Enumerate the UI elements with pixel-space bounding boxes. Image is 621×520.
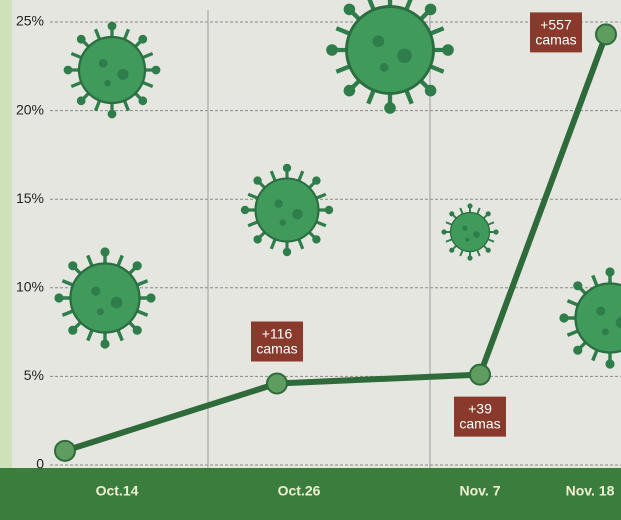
annotation-label: +116 camas (256, 325, 297, 356)
virus-icon (239, 162, 335, 258)
virus-icon (61, 19, 163, 121)
annotation-box (251, 321, 303, 362)
left-strip (0, 0, 12, 470)
annotation-line: camas (256, 340, 297, 356)
annotation-label: +557 camas (535, 16, 576, 47)
x-tick-label: Nov. 18 (566, 483, 615, 499)
virus-icon (52, 245, 158, 351)
y-tick-label: 15% (16, 190, 44, 206)
y-tick-label: 20% (16, 101, 44, 117)
data-point (469, 363, 491, 386)
annotation-box (454, 396, 506, 437)
y-tick-label: 5% (24, 367, 44, 383)
annotation-line: +39 (468, 400, 492, 416)
data-line (64, 33, 609, 454)
annotation-line: +557 (540, 16, 572, 32)
data-point (266, 372, 288, 395)
annotation-box (530, 12, 582, 53)
data-point (595, 23, 617, 46)
annotation-label: +39 camas (459, 400, 500, 431)
y-tick-label: 0 (36, 456, 44, 472)
x-tick-label: Oct.14 (96, 483, 139, 499)
category-band (0, 468, 621, 520)
y-tick-label: 10% (16, 279, 44, 295)
x-tick-label: Oct.26 (278, 483, 321, 499)
data-point (54, 439, 76, 462)
annotation-line: camas (535, 31, 576, 47)
x-tick-label: Nov. 7 (460, 483, 501, 499)
annotation-line: +116 (262, 325, 293, 341)
virus-icon (440, 202, 500, 262)
annotation-line: camas (459, 415, 500, 431)
y-tick-label: 25% (16, 13, 44, 29)
